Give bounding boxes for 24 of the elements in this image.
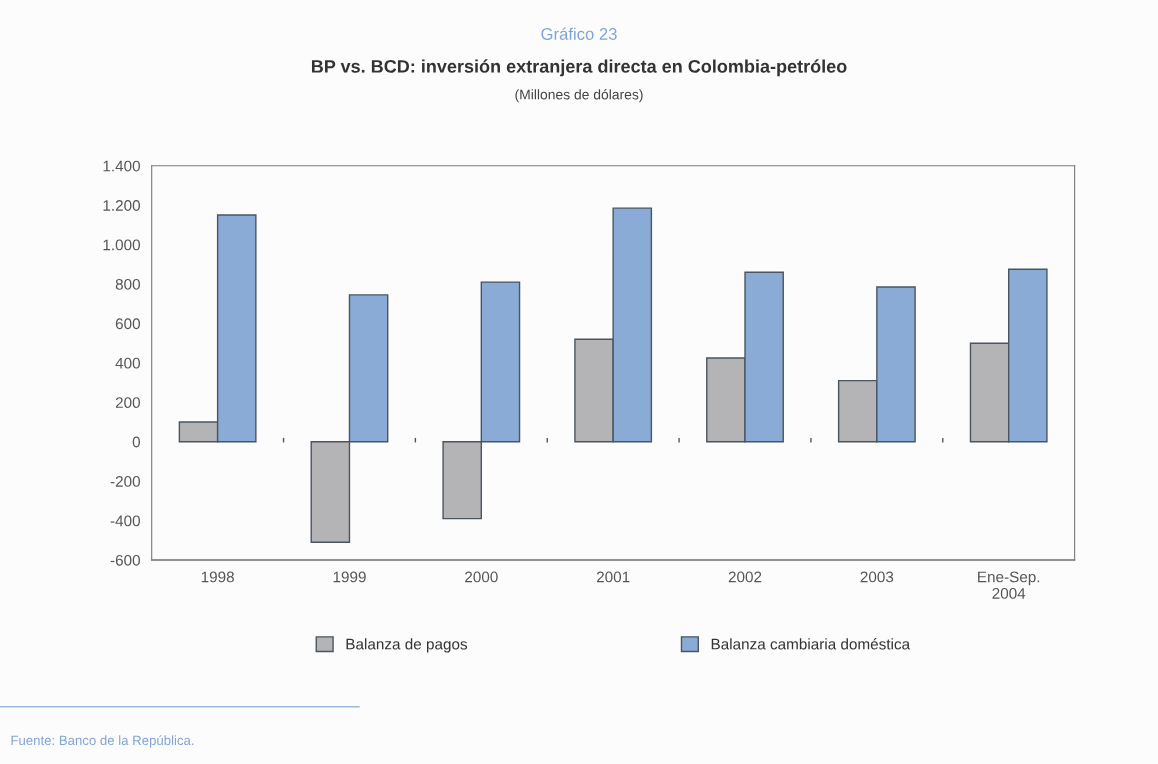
x-tick-label: 2002	[728, 571, 762, 583]
x-tick-label: 1999	[333, 571, 366, 583]
y-tick-label: 800	[115, 278, 140, 290]
legend-label: Balanza cambiaria doméstica	[711, 638, 911, 650]
y-tick-label: -400	[110, 515, 140, 527]
legend-label: Balanza de pagos	[346, 638, 468, 653]
y-tick-label: -600	[110, 554, 140, 566]
text: Gráfico 23	[541, 27, 617, 40]
x-tick-label: 1998	[201, 571, 234, 583]
y-tick-label: 1.200	[103, 200, 140, 211]
source-note: Fuente: Banco de la República.	[11, 735, 194, 748]
y-tick-label: 1.000	[103, 239, 140, 251]
y-tick-label: -200	[110, 476, 140, 487]
x-tick-label: 2000	[465, 571, 498, 583]
chart-title: BP vs. BCD: inversión extranjera directa en Colombia-petróleo	[311, 59, 847, 77]
chart-subtitle: (Millones de dólares)	[515, 89, 643, 103]
y-tick-label: 1.400	[103, 160, 140, 172]
y-tick-label: 200	[115, 397, 140, 409]
x-tick-label: Ene-Sep. 2004	[978, 571, 1040, 599]
y-tick-label: 0	[132, 436, 140, 448]
x-tick-label: 2003	[860, 571, 894, 583]
y-tick-label: 400	[115, 357, 140, 369]
y-tick-label: 600	[115, 318, 140, 330]
x-tick-label: 2001	[596, 571, 630, 583]
